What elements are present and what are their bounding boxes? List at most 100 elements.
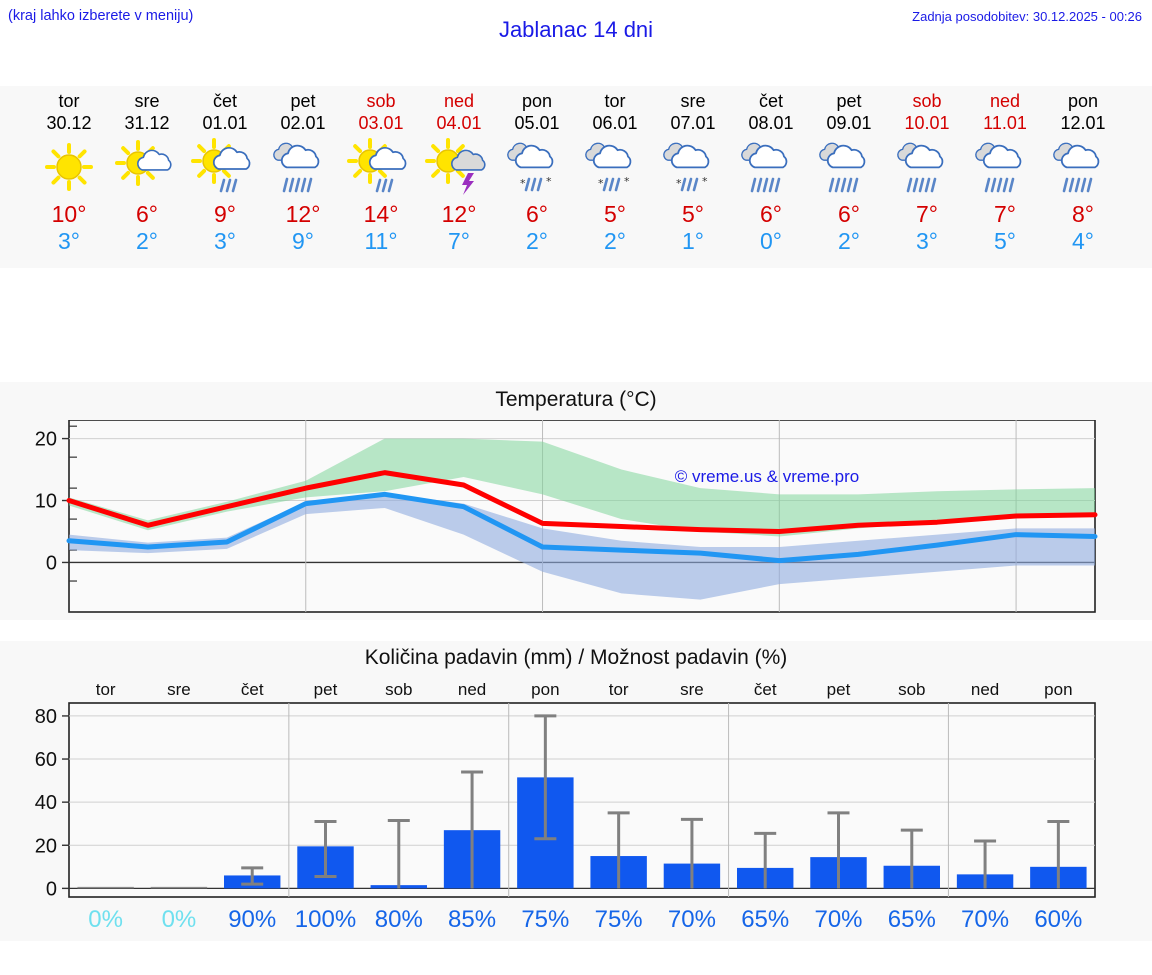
svg-text:sob: sob: [898, 680, 925, 699]
svg-text:65%: 65%: [741, 906, 789, 933]
cloud-rain-icon: [268, 135, 338, 201]
day-date-label: 08.01: [748, 113, 794, 133]
max-temperature-label: 7°: [994, 201, 1016, 227]
min-temperature-label: 3°: [916, 228, 938, 254]
forecast-day-column[interactable]: ned 11.01 7° 5°: [966, 86, 1044, 268]
forecast-day-column[interactable]: sre 31.12 6° 2°: [108, 86, 186, 268]
svg-text:*: *: [702, 175, 708, 188]
svg-text:*: *: [676, 177, 682, 190]
svg-text:*: *: [520, 177, 526, 190]
max-temperature-label: 9°: [214, 201, 236, 227]
forecast-day-column[interactable]: ned 04.01 12° 7°: [420, 86, 498, 268]
cloud-rain-icon: [892, 135, 962, 201]
forecast-day-column[interactable]: sob 10.01 7° 3°: [888, 86, 966, 268]
max-temperature-label: 6°: [136, 201, 158, 227]
max-temperature-label: 6°: [760, 201, 782, 227]
precipitation-plot: tor sre čet pet sob ned pon tor sre čet pet sob ned p…: [0, 675, 1152, 937]
svg-text:0: 0: [46, 878, 57, 900]
forecast-day-column[interactable]: sre 07.01 * * 5° 1°: [654, 86, 732, 268]
sun-cloud-thunder-icon: [424, 135, 494, 201]
forecast-day-column[interactable]: pon 12.01 8° 4°: [1044, 86, 1122, 268]
precipitation-chart-title: Količina padavin (mm) / Možnost padavin …: [364, 646, 788, 669]
svg-text:čet: čet: [241, 680, 264, 699]
svg-text:65%: 65%: [888, 906, 936, 933]
day-of-week-label: tor: [58, 91, 80, 111]
day-date-label: 30.12: [46, 113, 92, 133]
day-of-week-label: sob: [366, 91, 396, 111]
day-date-label: 04.01: [436, 113, 482, 133]
svg-text:60: 60: [35, 749, 57, 771]
svg-text:sre: sre: [680, 680, 704, 699]
max-temperature-label: 6°: [526, 201, 548, 227]
svg-text:tor: tor: [609, 680, 629, 699]
menu-hint-text: (kraj lahko izberete v meniju): [8, 8, 194, 24]
min-temperature-label: 1°: [682, 228, 704, 254]
cloud-rain-icon: [970, 135, 1040, 201]
day-date-label: 12.01: [1060, 113, 1106, 133]
svg-text:sre: sre: [167, 680, 191, 699]
sun-cloud-rain-icon: [190, 135, 260, 201]
day-date-label: 02.01: [280, 113, 326, 133]
forecast-day-column[interactable]: tor 30.12 10° 3°: [30, 86, 108, 268]
day-date-label: 05.01: [514, 113, 560, 133]
cloud-sleet-icon: * *: [658, 135, 728, 201]
svg-text:© vreme.us & vreme.pro: © vreme.us & vreme.pro: [675, 467, 859, 486]
svg-text:0%: 0%: [162, 906, 197, 933]
max-temperature-label: 14°: [363, 201, 399, 227]
day-of-week-label: pon: [1067, 91, 1099, 111]
day-date-label: 07.01: [670, 113, 716, 133]
svg-text:čet: čet: [754, 680, 777, 699]
svg-text:70%: 70%: [961, 906, 1009, 933]
cloud-sleet-icon: * *: [502, 135, 572, 201]
svg-text:75%: 75%: [595, 906, 643, 933]
svg-text:*: *: [598, 177, 604, 190]
svg-text:80%: 80%: [375, 906, 423, 933]
svg-text:ned: ned: [971, 680, 999, 699]
svg-text:sob: sob: [385, 680, 412, 699]
svg-text:20: 20: [35, 835, 57, 857]
min-temperature-label: 2°: [838, 228, 860, 254]
forecast-day-column[interactable]: pon 05.01 * * 6° 2°: [498, 86, 576, 268]
svg-text:*: *: [624, 175, 630, 188]
forecast-day-column[interactable]: pet 02.01 12° 9°: [264, 86, 342, 268]
svg-text:85%: 85%: [448, 906, 496, 933]
max-temperature-label: 10°: [51, 201, 87, 227]
top-bar: (kraj lahko izberete v meniju) Jablanac …: [0, 0, 1152, 42]
sun-cloud-rain-icon: [346, 135, 416, 201]
day-date-label: 03.01: [358, 113, 404, 133]
min-temperature-label: 3°: [58, 228, 80, 254]
sun-icon: [34, 135, 104, 201]
min-temperature-label: 9°: [292, 228, 314, 254]
forecast-day-column[interactable]: tor 06.01 * * 5° 2°: [576, 86, 654, 268]
forecast-day-column[interactable]: čet 08.01 6° 0°: [732, 86, 810, 268]
min-temperature-label: 0°: [760, 228, 782, 254]
forecast-day-strip: tor 30.12 10° 3° sre 31.12 6° 2° čet 01.01 9° 3° pet…: [0, 86, 1152, 268]
day-date-label: 31.12: [124, 113, 170, 133]
svg-text:100%: 100%: [295, 906, 356, 933]
min-temperature-label: 11°: [364, 228, 398, 254]
min-temperature-label: 2°: [136, 228, 158, 254]
max-temperature-label: 12°: [441, 201, 477, 227]
forecast-day-column[interactable]: čet 01.01 9° 3°: [186, 86, 264, 268]
svg-text:80: 80: [35, 706, 57, 728]
min-temperature-label: 3°: [214, 228, 236, 254]
svg-text:10: 10: [35, 491, 57, 513]
svg-text:75%: 75%: [521, 906, 569, 933]
precipitation-chart-section: Količina padavin (mm) / Možnost padavin …: [0, 641, 1152, 941]
max-temperature-label: 12°: [285, 201, 321, 227]
svg-text:tor: tor: [96, 680, 116, 699]
day-of-week-label: sob: [912, 91, 942, 111]
day-of-week-label: čet: [758, 91, 783, 111]
day-date-label: 10.01: [904, 113, 950, 133]
temperature-plot: 0 10 20 © vreme.us & vreme.pro: [0, 420, 1152, 616]
forecast-day-column[interactable]: sob 03.01 14° 11°: [342, 86, 420, 268]
min-temperature-label: 2°: [604, 228, 626, 254]
max-temperature-label: 8°: [1072, 201, 1094, 227]
svg-text:pet: pet: [314, 680, 338, 699]
last-updated-text: Zadnja posodobitev: 30.12.2025 - 00:26: [912, 9, 1142, 24]
temperature-chart-section: Temperatura (°C) 0 10 20 © vreme.us & vreme…: [0, 382, 1152, 620]
svg-text:70%: 70%: [814, 906, 862, 933]
forecast-day-column[interactable]: pet 09.01 6° 2°: [810, 86, 888, 268]
day-of-week-label: čet: [212, 91, 237, 111]
svg-text:ned: ned: [458, 680, 486, 699]
